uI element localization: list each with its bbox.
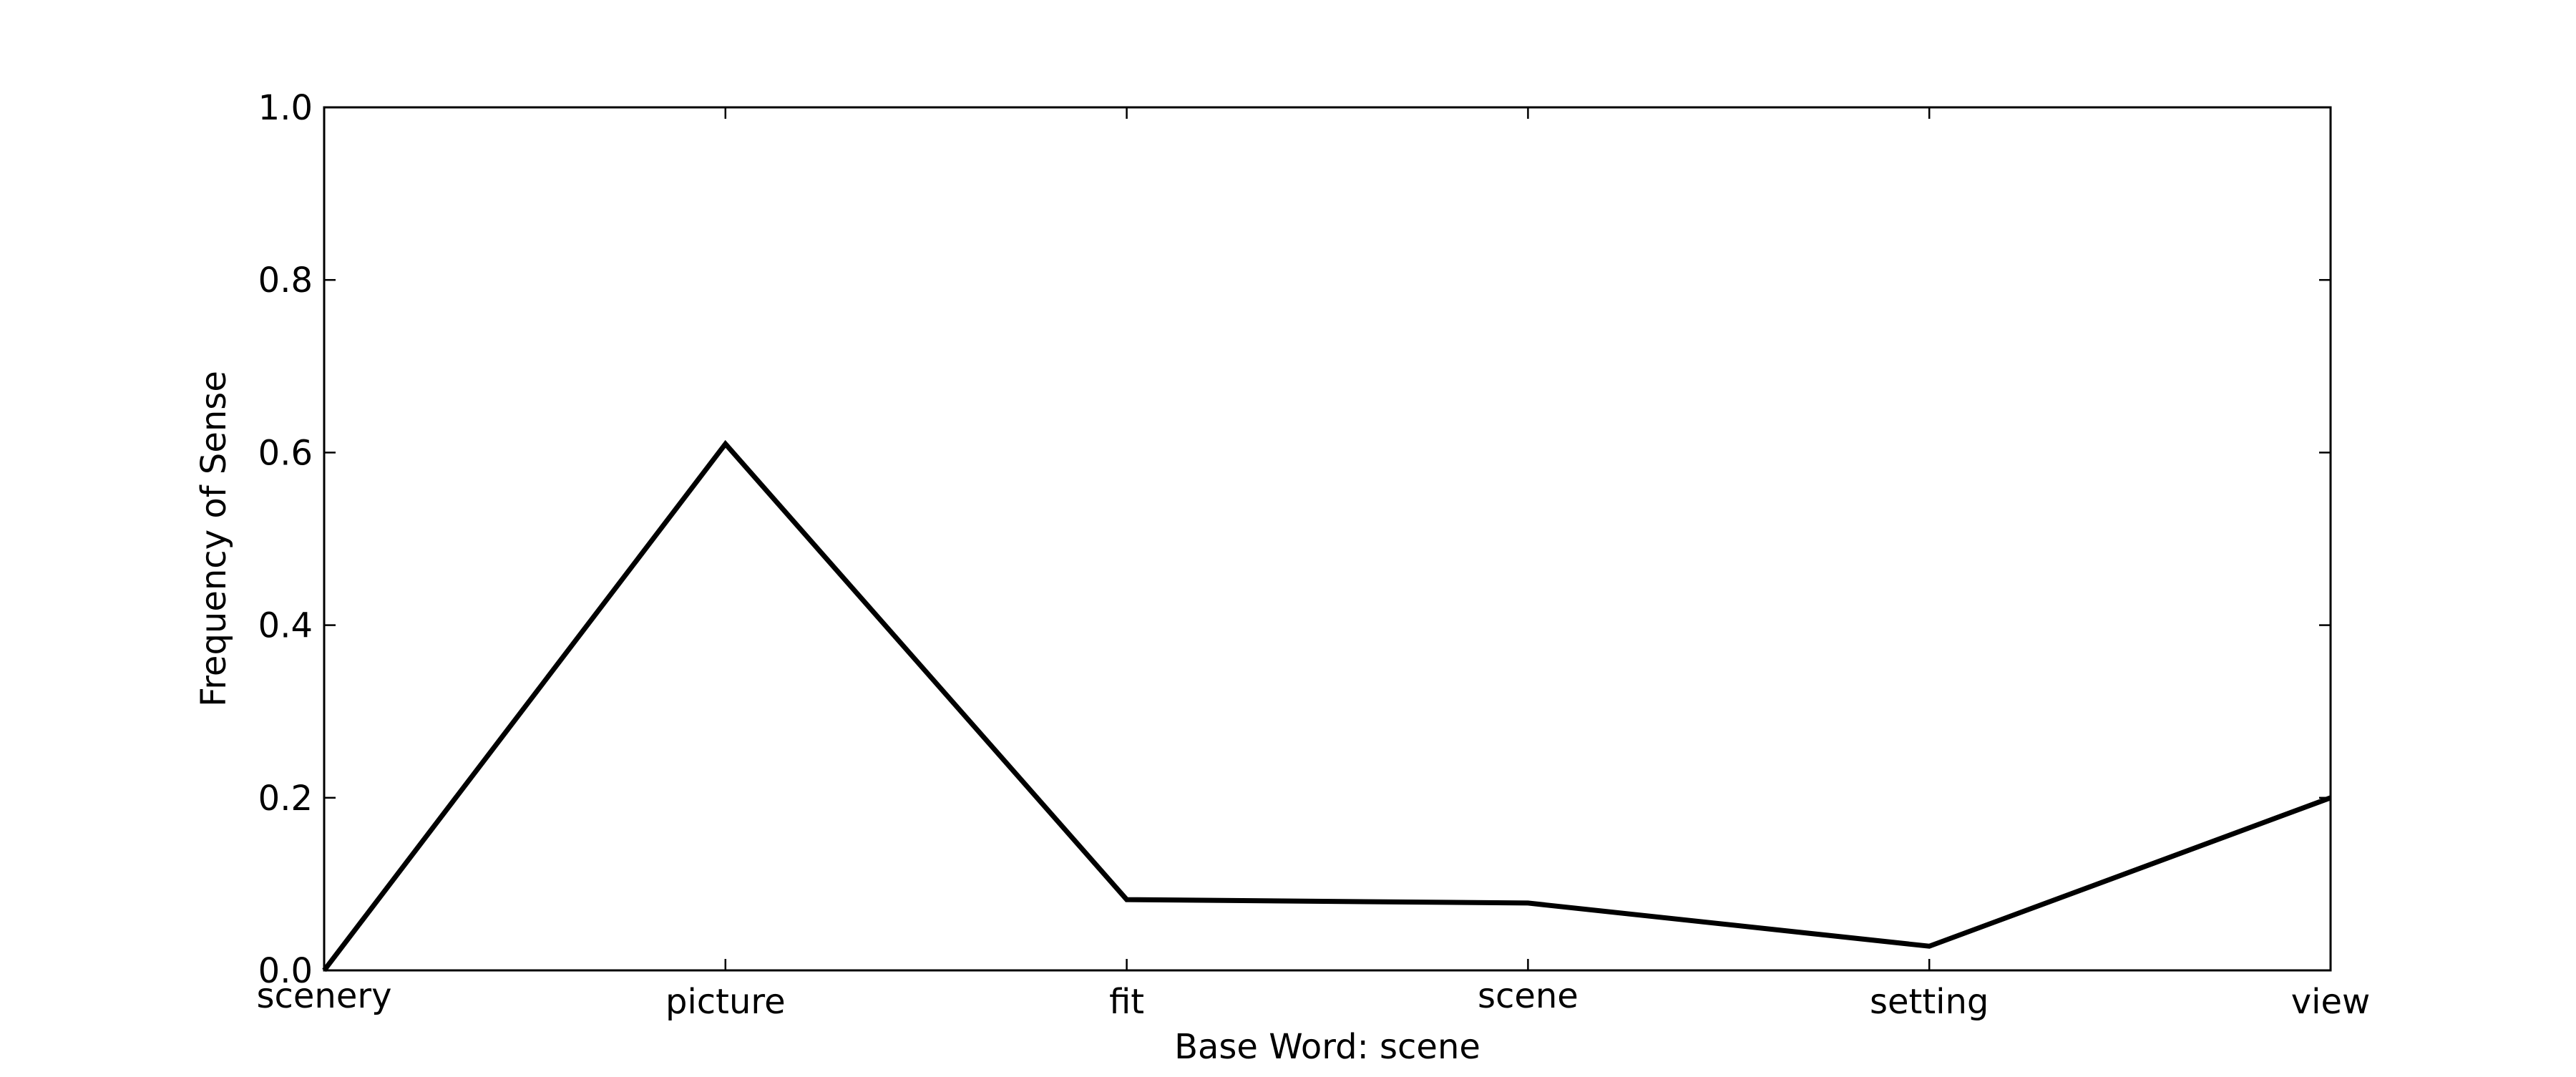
y-tick-label: 0.4 — [258, 606, 313, 646]
x-tick-label: view — [2291, 982, 2371, 1022]
series-line — [322, 439, 2332, 973]
y-tick-label: 0.0 — [258, 951, 313, 991]
labels-layer: Base Word: scene Frequency of Sense — [194, 371, 1480, 1067]
x-tick-label: picture — [665, 982, 786, 1022]
y-axis-label: Frequency of Sense — [194, 371, 234, 707]
y-tick-label: 0.6 — [258, 433, 313, 473]
x-tick-label: setting — [1870, 982, 1989, 1022]
y-tick-label: 0.2 — [258, 779, 313, 819]
x-tick-label: scene — [1478, 976, 1579, 1016]
x-tick-label: scenery — [256, 976, 391, 1016]
series-layer — [322, 439, 2332, 973]
ticks-layer: 0.0 0.2 0.4 0.6 0.8 1.0 scenery picture fit scene… — [256, 88, 2370, 1022]
plot-frame — [323, 106, 2332, 972]
y-tick-label: 0.8 — [258, 260, 313, 301]
x-axis-label: Base Word: scene — [1174, 1027, 1480, 1067]
y-tick-label: 1.0 — [258, 88, 313, 128]
x-tick-label: fit — [1109, 982, 1144, 1022]
